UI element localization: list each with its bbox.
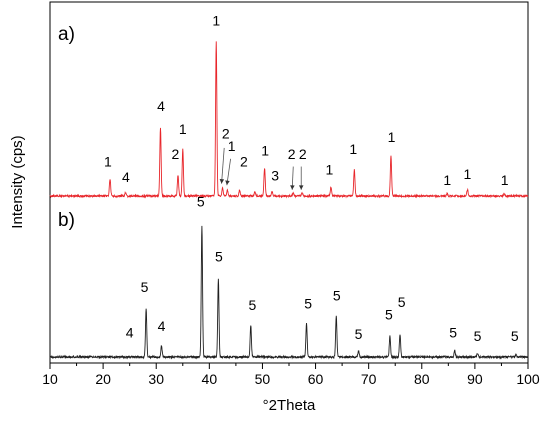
peak-label: 4 <box>158 318 166 334</box>
peak-label: 1 <box>325 161 333 177</box>
peak-label: 1 <box>501 172 509 188</box>
peak-label: 4 <box>126 325 134 341</box>
x-tick-label: 100 <box>516 371 540 387</box>
x-tick-label: 30 <box>148 371 164 387</box>
peak-label: 5 <box>355 326 363 342</box>
peak-label: 1 <box>388 129 396 145</box>
peak-label: 5 <box>449 325 457 341</box>
x-axis-label: °2Theta <box>263 397 316 414</box>
peak-label: 1 <box>261 143 269 159</box>
peak-label: 1 <box>212 13 220 29</box>
x-tick-label: 50 <box>255 371 271 387</box>
peak-label: 1 <box>443 172 451 188</box>
peak-label: 2 <box>299 146 307 162</box>
peak-label: 1 <box>179 121 187 137</box>
peak-label: 1 <box>104 154 112 170</box>
arrow-head <box>219 178 225 184</box>
peak-label: 5 <box>474 328 482 344</box>
peak-label: 5 <box>304 295 312 311</box>
peak-label: 1 <box>228 138 236 154</box>
x-tick-label: 90 <box>467 371 483 387</box>
panel-label-a: a) <box>58 24 75 45</box>
x-tick-label: 40 <box>202 371 218 387</box>
peak-label: 5 <box>215 248 223 264</box>
peak-label: 2 <box>222 126 230 142</box>
x-tick-label: 80 <box>414 371 430 387</box>
peak-label: 1 <box>349 141 357 157</box>
peak-label: 5 <box>248 297 256 313</box>
y-axis-label: Intensity (cps) <box>9 135 26 228</box>
x-tick-label: 10 <box>42 371 58 387</box>
x-tick-label: 60 <box>308 371 324 387</box>
x-tick-label: 20 <box>95 371 111 387</box>
peak-label: 2 <box>240 154 248 170</box>
x-tick-label: 70 <box>361 371 377 387</box>
peak-label: 2 <box>288 146 296 162</box>
peak-label: 5 <box>385 307 393 323</box>
peak-label: 5 <box>141 279 149 295</box>
arrow-head <box>225 180 230 186</box>
peak-label: 2 <box>171 146 179 162</box>
panel-label-b: b) <box>58 210 75 231</box>
arrow-line <box>221 147 225 184</box>
series-line-a <box>49 41 529 199</box>
series-group <box>49 41 529 360</box>
peak-label: 5 <box>398 294 406 310</box>
arrow-head <box>290 185 295 190</box>
peak-label: 5 <box>511 328 519 344</box>
peak-label: 1 <box>464 166 472 182</box>
peak-label: 3 <box>271 168 279 184</box>
peak-label: 5 <box>333 287 341 303</box>
peak-label: 4 <box>122 169 130 185</box>
x-axis-ticks: 10 20 30 40 50 60 70 80 90 100 <box>42 363 540 387</box>
peak-label: 5 <box>197 193 205 209</box>
series-line-b <box>49 225 529 360</box>
arrow-head <box>298 185 304 190</box>
peak-label: 4 <box>157 98 165 114</box>
